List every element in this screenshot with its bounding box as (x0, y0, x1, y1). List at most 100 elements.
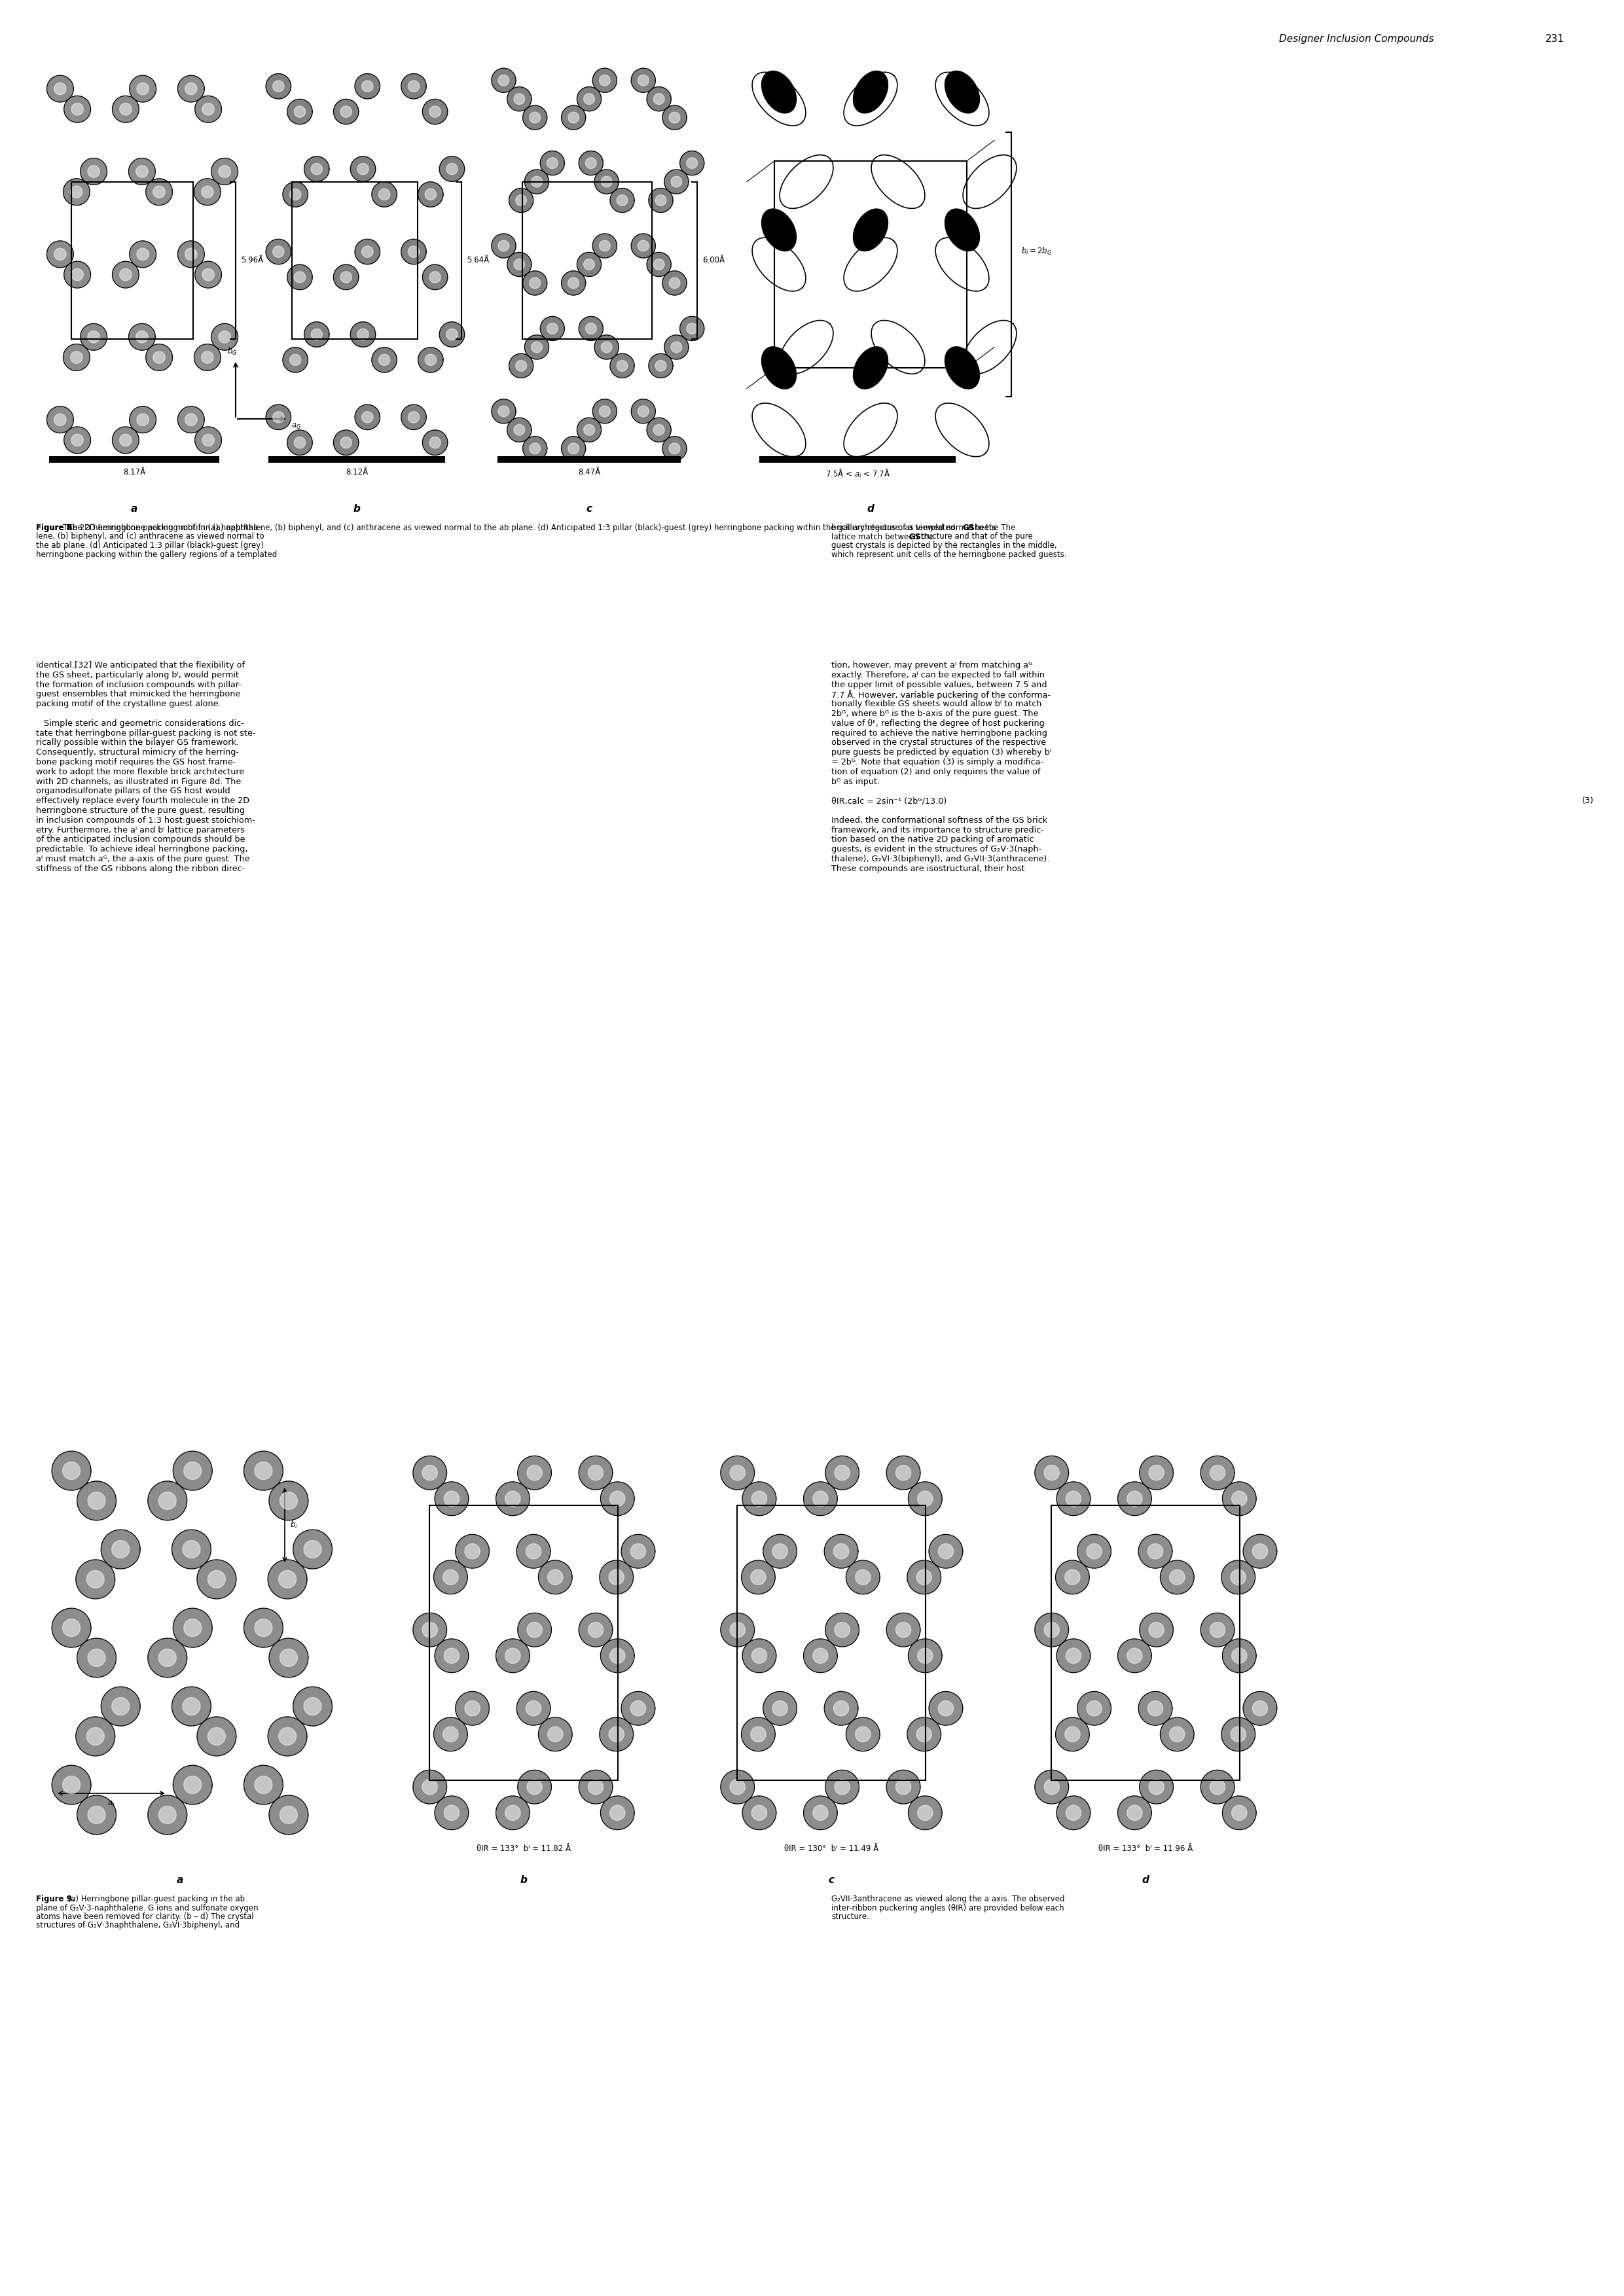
Polygon shape (1034, 1456, 1069, 1490)
Text: b: b (352, 503, 361, 514)
Polygon shape (219, 165, 231, 177)
Polygon shape (425, 354, 437, 365)
Polygon shape (378, 354, 390, 365)
Polygon shape (408, 411, 419, 422)
Polygon shape (588, 1623, 603, 1637)
Polygon shape (412, 1456, 447, 1490)
Polygon shape (896, 1779, 911, 1795)
Polygon shape (312, 163, 322, 174)
Polygon shape (1034, 1770, 1069, 1805)
Polygon shape (1148, 1779, 1164, 1795)
Polygon shape (184, 1619, 201, 1637)
Polygon shape (495, 1795, 529, 1830)
Polygon shape (279, 1570, 296, 1589)
Polygon shape (244, 1766, 283, 1805)
Polygon shape (632, 234, 656, 257)
Polygon shape (588, 1779, 603, 1795)
Polygon shape (159, 1807, 177, 1823)
Polygon shape (159, 1649, 177, 1667)
Polygon shape (1231, 1649, 1247, 1662)
Polygon shape (120, 434, 132, 445)
Polygon shape (492, 69, 516, 92)
Polygon shape (208, 1727, 226, 1745)
Polygon shape (255, 1619, 273, 1637)
Polygon shape (1223, 1795, 1257, 1830)
Polygon shape (195, 262, 221, 287)
Polygon shape (148, 1639, 187, 1678)
Polygon shape (429, 106, 440, 117)
Text: exactly. Therefore, aᴵ can be expected to fall within: exactly. Therefore, aᴵ can be expected t… (831, 670, 1044, 680)
Polygon shape (1252, 1543, 1268, 1559)
Text: Figure 8.: Figure 8. (36, 523, 75, 533)
Polygon shape (669, 443, 680, 455)
Polygon shape (516, 1692, 551, 1724)
Text: structures of G₂V·3naphthalene, G₂VI·3biphenyl, and: structures of G₂V·3naphthalene, G₂VI·3bi… (36, 1922, 240, 1931)
Text: the ab plane. (d) Anticipated 1:3 pillar (black)-guest (grey): the ab plane. (d) Anticipated 1:3 pillar… (36, 542, 263, 549)
Polygon shape (1223, 1481, 1257, 1515)
Polygon shape (76, 1639, 117, 1678)
Polygon shape (1127, 1490, 1142, 1506)
Text: θIR = 130°  bᴵ = 11.49 Å: θIR = 130° bᴵ = 11.49 Å (784, 1844, 879, 1853)
Polygon shape (523, 436, 547, 461)
Text: identical.[32] We anticipated that the flexibility of: identical.[32] We anticipated that the f… (36, 661, 245, 670)
Polygon shape (351, 156, 375, 181)
Polygon shape (773, 1701, 788, 1715)
Bar (1051, 1506, 1241, 1779)
Text: required to achieve the native herringbone packing: required to achieve the native herringbo… (831, 728, 1047, 737)
Text: d: d (867, 503, 874, 514)
Polygon shape (88, 1807, 106, 1823)
Polygon shape (1077, 1534, 1111, 1568)
Polygon shape (516, 1534, 551, 1568)
Polygon shape (70, 186, 83, 197)
Polygon shape (539, 1561, 572, 1593)
Polygon shape (357, 163, 369, 174)
Text: $b_i = 2b_G$: $b_i = 2b_G$ (1021, 246, 1052, 257)
Polygon shape (656, 195, 666, 207)
Polygon shape (1148, 1543, 1163, 1559)
Polygon shape (507, 253, 531, 276)
Polygon shape (148, 1481, 187, 1520)
Text: organodisulfonate pillars of the GS host would: organodisulfonate pillars of the GS host… (36, 788, 231, 794)
Text: b: b (520, 1876, 528, 1885)
Polygon shape (638, 241, 648, 250)
Polygon shape (86, 1570, 104, 1589)
Polygon shape (638, 406, 648, 418)
Polygon shape (185, 413, 197, 425)
Polygon shape (593, 69, 617, 92)
Polygon shape (1117, 1795, 1151, 1830)
Polygon shape (412, 1770, 447, 1805)
Polygon shape (499, 406, 510, 418)
Polygon shape (362, 411, 374, 422)
Polygon shape (939, 1543, 953, 1559)
Polygon shape (529, 113, 541, 124)
Polygon shape (492, 400, 516, 422)
Polygon shape (464, 1543, 481, 1559)
Polygon shape (578, 152, 603, 174)
Polygon shape (273, 80, 284, 92)
Polygon shape (916, 1570, 932, 1584)
Polygon shape (963, 154, 1017, 209)
Polygon shape (174, 1451, 213, 1490)
Polygon shape (844, 71, 898, 126)
Polygon shape (378, 188, 390, 200)
Polygon shape (63, 344, 89, 370)
Polygon shape (547, 1727, 564, 1743)
Polygon shape (516, 195, 526, 207)
Text: = 2bᴳ. Note that equation (3) is simply a modifica-: = 2bᴳ. Note that equation (3) is simply … (831, 758, 1043, 767)
Polygon shape (197, 1717, 235, 1756)
Polygon shape (908, 1639, 942, 1674)
Polygon shape (663, 271, 687, 296)
Text: structure.: structure. (831, 1913, 869, 1922)
Polygon shape (887, 1456, 921, 1490)
Polygon shape (341, 436, 352, 448)
Polygon shape (593, 400, 617, 422)
Text: guests, is evident in the structures of G₂V·3(naph-: guests, is evident in the structures of … (831, 845, 1041, 854)
Polygon shape (495, 1639, 529, 1674)
Polygon shape (1065, 1490, 1082, 1506)
Polygon shape (266, 73, 291, 99)
Polygon shape (401, 73, 425, 99)
Polygon shape (752, 239, 806, 292)
Polygon shape (499, 241, 510, 250)
Polygon shape (525, 170, 549, 193)
Polygon shape (130, 406, 156, 434)
